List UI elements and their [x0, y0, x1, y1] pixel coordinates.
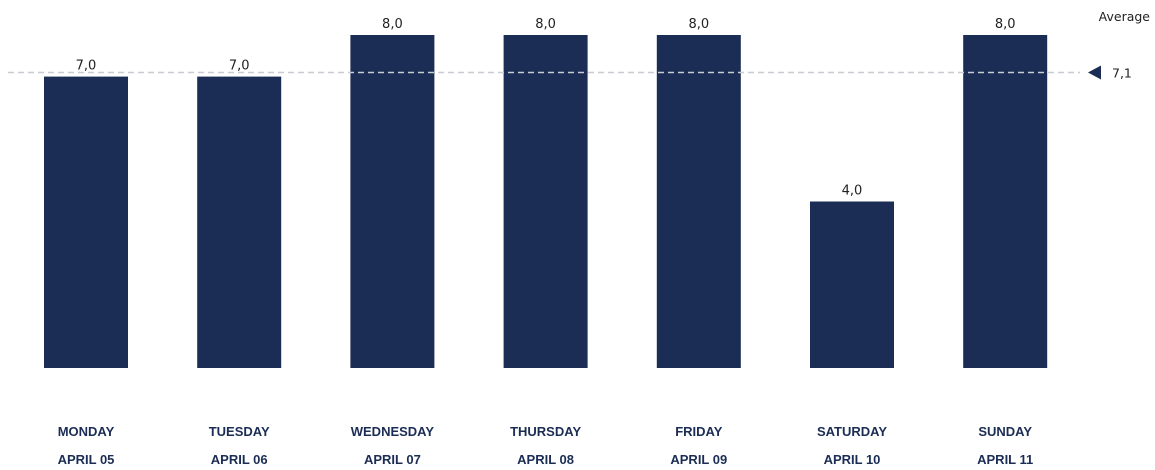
average-value: 7,1 [1112, 66, 1132, 81]
x-date-label: APRIL 06 [211, 452, 268, 467]
x-tick-label: WEDNESDAY [351, 424, 435, 439]
data-label: 7,0 [229, 59, 250, 74]
x-date-label: APRIL 07 [364, 452, 421, 467]
x-tick-label: SUNDAY [978, 424, 1032, 439]
bar [44, 76, 128, 368]
data-label: 8,0 [995, 17, 1016, 32]
x-date-label: APRIL 11 [977, 452, 1033, 467]
data-label: 8,0 [688, 17, 709, 32]
x-date-label: APRIL 08 [517, 452, 574, 467]
bar [503, 35, 588, 368]
x-date-label: APRIL 10 [824, 452, 881, 467]
data-label: 7,0 [76, 59, 97, 74]
x-date-label: APRIL 05 [58, 452, 115, 467]
x-tick-label: MONDAY [58, 424, 115, 439]
average-marker-icon [1088, 65, 1101, 80]
x-tick-label: FRIDAY [675, 424, 723, 439]
x-tick-label: THURSDAY [510, 424, 581, 439]
x-tick-label: TUESDAY [209, 424, 270, 439]
x-tick-label: SATURDAY [817, 424, 887, 439]
bar [963, 35, 1048, 368]
average-title: Average [1099, 9, 1151, 24]
bar [810, 201, 894, 368]
bar [350, 35, 435, 368]
data-label: 4,0 [842, 184, 863, 199]
data-label: 8,0 [382, 17, 403, 32]
bar [197, 76, 282, 368]
bar [656, 35, 741, 368]
x-date-label: APRIL 09 [670, 452, 727, 467]
data-label: 8,0 [535, 17, 556, 32]
